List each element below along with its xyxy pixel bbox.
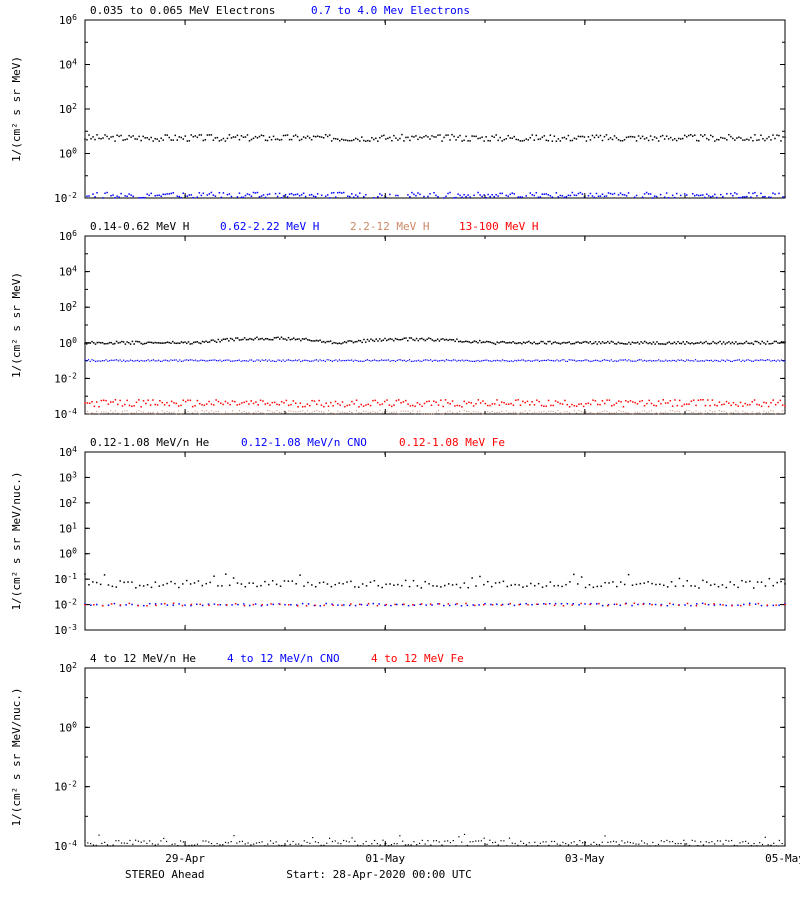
ytick-label: 104 xyxy=(59,57,77,72)
legend-label: 4 to 12 MeV Fe xyxy=(371,652,464,665)
y-axis-label: 1/(cm² s sr MeV/nuc.) xyxy=(10,471,23,610)
ytick-label: 102 xyxy=(59,102,77,117)
y-axis-label: 1/(cm² s sr MeV) xyxy=(10,56,23,162)
ytick-label: 10-4 xyxy=(54,839,77,854)
ytick-label: 100 xyxy=(59,546,77,561)
ytick-label: 101 xyxy=(59,521,77,536)
ytick-label: 102 xyxy=(59,661,77,676)
legend-label: 0.035 to 0.065 MeV Electrons xyxy=(90,4,275,17)
xtick-label: 29-Apr xyxy=(165,852,205,865)
panel-frame xyxy=(85,20,785,198)
ytick-label: 10-4 xyxy=(54,407,77,422)
data-series xyxy=(84,134,786,142)
panel-frame xyxy=(85,452,785,630)
y-axis-label: 1/(cm² s sr MeV/nuc.) xyxy=(10,687,23,826)
legend-label: 13-100 MeV H xyxy=(459,220,538,233)
footer-left: STEREO Ahead xyxy=(125,868,204,881)
legend-label: 0.12-1.08 MeV/n He xyxy=(90,436,209,449)
xtick-label: 05-May xyxy=(765,852,800,865)
ytick-label: 10-1 xyxy=(54,572,77,587)
panel-frame xyxy=(85,236,785,414)
ytick-label: 10-2 xyxy=(54,191,77,206)
legend-label: 0.62-2.22 MeV H xyxy=(220,220,319,233)
ytick-label: 102 xyxy=(59,495,77,510)
ytick-label: 10-2 xyxy=(54,779,77,794)
legend-label: 0.12-1.08 MeV Fe xyxy=(399,436,505,449)
legend-label: 0.7 to 4.0 Mev Electrons xyxy=(311,4,470,17)
ytick-label: 104 xyxy=(59,264,77,279)
ytick-label: 106 xyxy=(59,13,77,28)
data-series xyxy=(84,399,786,408)
data-series xyxy=(84,337,786,345)
panel-frame xyxy=(85,668,785,846)
chart-svg: 0.035 to 0.065 MeV Electrons 0.7 to 4.0 M… xyxy=(0,0,800,900)
data-series xyxy=(84,834,785,847)
legend-label: 2.2-12 MeV H xyxy=(350,220,429,233)
y-axis-label: 1/(cm² s sr MeV) xyxy=(10,272,23,378)
ytick-label: 100 xyxy=(59,146,77,161)
legend-label: 0.14-0.62 MeV H xyxy=(90,220,189,233)
ytick-label: 106 xyxy=(59,229,77,244)
data-series xyxy=(84,359,785,362)
ytick-label: 100 xyxy=(59,720,77,735)
data-series xyxy=(84,603,786,607)
data-series xyxy=(84,573,786,588)
xtick-label: 03-May xyxy=(565,852,605,865)
ytick-label: 10-3 xyxy=(54,623,77,638)
ytick-label: 103 xyxy=(59,470,77,485)
ytick-label: 104 xyxy=(59,445,77,460)
ytick-label: 10-2 xyxy=(54,597,77,612)
footer-center: Start: 28-Apr-2020 00:00 UTC xyxy=(286,868,471,881)
legend-label: 4 to 12 MeV/n CNO xyxy=(227,652,340,665)
ytick-label: 10-2 xyxy=(54,371,77,386)
legend-label: 0.12-1.08 MeV/n CNO xyxy=(241,436,367,449)
xtick-label: 01-May xyxy=(365,852,405,865)
legend-label: 4 to 12 MeV/n He xyxy=(90,652,196,665)
data-series xyxy=(84,603,786,607)
ytick-label: 102 xyxy=(59,300,77,315)
stereo-flux-chart: 0.035 to 0.065 MeV Electrons 0.7 to 4.0 M… xyxy=(0,0,800,900)
ytick-label: 100 xyxy=(59,335,77,350)
